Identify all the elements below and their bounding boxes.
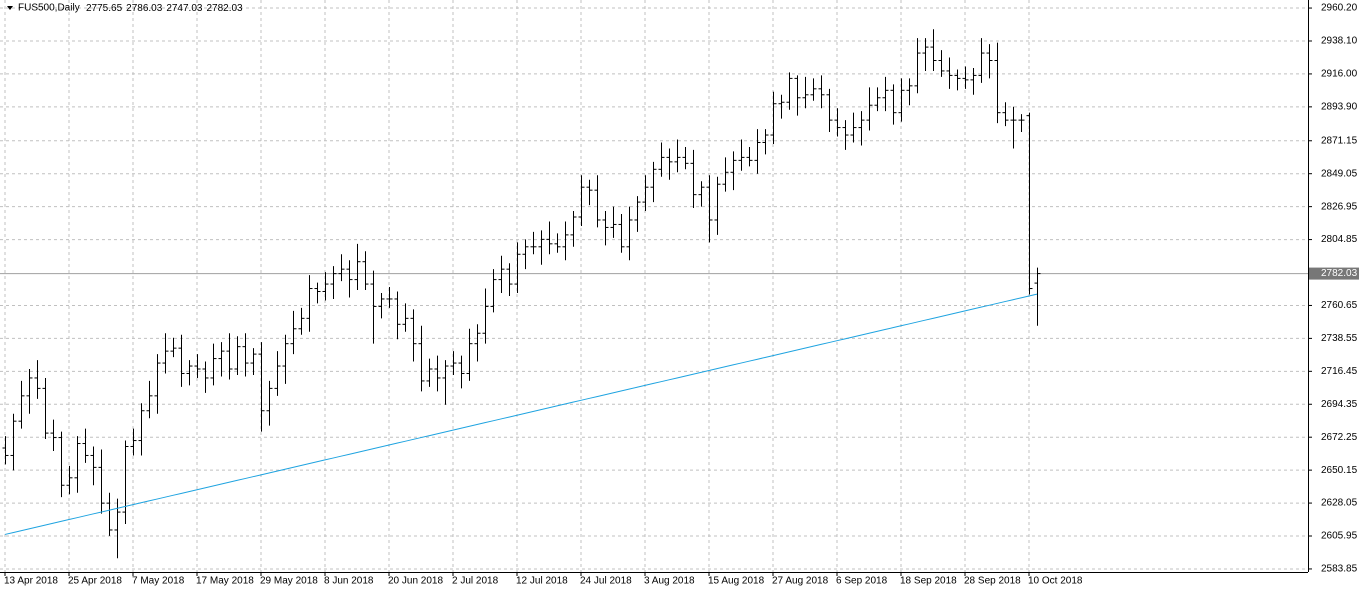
x-tick-label: 18 Sep 2018 (900, 576, 957, 587)
moving-average (4, 293, 1038, 535)
y-tick-label: 2760.65 (1321, 300, 1358, 311)
plot (2, 29, 1041, 559)
x-tick-label: 24 Jul 2018 (580, 576, 632, 587)
y-tick-label: 2694.35 (1321, 399, 1358, 410)
x-tick-label: 6 Sep 2018 (836, 576, 888, 587)
x-tick-label: 7 May 2018 (132, 576, 185, 587)
y-tick-label: 2738.55 (1321, 333, 1358, 344)
y-tick-label: 2650.15 (1321, 465, 1358, 476)
header-high: 2786.03 (126, 3, 163, 14)
y-tick-label: 2605.95 (1321, 531, 1358, 542)
x-tick-label: 12 Jul 2018 (516, 576, 568, 587)
price-label-bg (1309, 267, 1359, 280)
x-tick-label: 17 May 2018 (196, 576, 254, 587)
y-tick-label: 2628.05 (1321, 498, 1358, 509)
y-tick-label: 2893.90 (1321, 101, 1358, 112)
chart-title: FUS500,Daily (18, 3, 80, 14)
x-tick-label: 3 Aug 2018 (644, 576, 695, 587)
price-label: 2782.03 (1321, 268, 1358, 279)
ohlc-header: 2775.65 2786.03 2747.03 2782.03 (86, 3, 243, 14)
y-tick-label: 2938.10 (1321, 36, 1358, 47)
y-tick-label: 2804.85 (1321, 234, 1358, 245)
y-tick-label: 2871.15 (1321, 135, 1358, 146)
x-tick-label: 29 May 2018 (260, 576, 318, 587)
header-arrow (7, 6, 13, 10)
y-tick-label: 2849.05 (1321, 168, 1358, 179)
y-tick-label: 2716.45 (1321, 366, 1358, 377)
y-tick-label: 2916.00 (1321, 69, 1358, 80)
x-tick-label: 2 Jul 2018 (452, 576, 499, 587)
x-tick-label: 8 Jun 2018 (324, 576, 374, 587)
x-tick-label: 25 Apr 2018 (68, 576, 122, 587)
x-tick-label: 15 Aug 2018 (708, 576, 765, 587)
x-tick-label: 10 Oct 2018 (1028, 576, 1083, 587)
grid (0, 0, 1308, 572)
x-tick-label: 20 Jun 2018 (388, 576, 443, 587)
x-tick-label: 27 Aug 2018 (772, 576, 829, 587)
y-tick-label: 2960.20 (1321, 3, 1358, 14)
y-tick-label: 2583.85 (1321, 564, 1358, 575)
header-low: 2747.03 (166, 3, 203, 14)
y-tick-label: 2826.95 (1321, 201, 1358, 212)
header-open: 2775.65 (86, 3, 123, 14)
x-tick-label: 13 Apr 2018 (4, 576, 58, 587)
header-close: 2782.03 (206, 3, 243, 14)
y-tick-label: 2672.25 (1321, 432, 1358, 443)
x-tick-label: 28 Sep 2018 (964, 576, 1021, 587)
